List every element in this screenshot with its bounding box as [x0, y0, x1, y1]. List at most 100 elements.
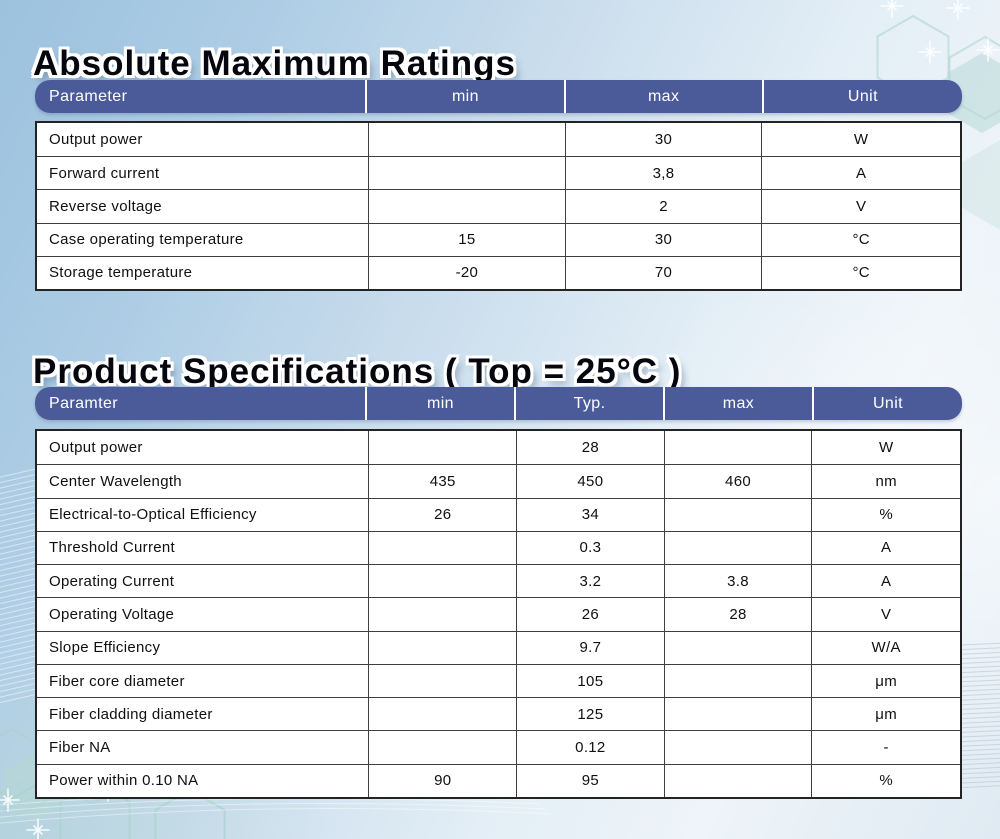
value-cell: 0.3	[516, 531, 664, 565]
parameter-cell: Storage temperature	[49, 264, 193, 282]
parameter-cell: Fiber core diameter	[49, 672, 185, 690]
value-cell: 9.7	[516, 631, 664, 664]
column-header-max: max	[565, 80, 762, 113]
value-cell: 460	[663, 465, 812, 498]
table-header: Paramter min Typ. max Unit	[35, 387, 962, 420]
value-cell	[368, 631, 516, 664]
value-cell	[368, 157, 565, 190]
value-cell: 435	[368, 465, 516, 498]
parameter-cell: Fiber cladding diameter	[49, 705, 213, 723]
value-cell: %	[811, 764, 960, 797]
parameter-cell: Electrical-to-Optical Efficiency	[49, 506, 257, 524]
value-cell	[368, 531, 516, 565]
value-cell: 95	[516, 764, 664, 797]
value-cell: 3.2	[516, 565, 664, 598]
value-cell: W	[811, 431, 960, 465]
value-cell: A	[811, 565, 960, 598]
column-header-paramter: Paramter	[35, 387, 365, 420]
table-header: Parameter min max Unit	[35, 80, 962, 113]
parameter-cell: Slope Efficiency	[49, 639, 161, 657]
value-cell: 26	[516, 598, 664, 631]
section-title: Product Specifications ( Top = 25°C )	[33, 352, 682, 392]
value-cell: °C	[761, 256, 960, 289]
table-row: Case operating temperature 15 30 °C	[37, 222, 960, 256]
table-row: Fiber cladding diameter 125 μm	[37, 697, 960, 731]
value-cell: V	[761, 190, 960, 223]
parameter-cell: Reverse voltage	[49, 197, 162, 215]
value-cell: -20	[368, 256, 565, 289]
table-row: Output power 28 W	[37, 431, 960, 465]
column-header-min: min	[367, 387, 514, 420]
value-cell	[663, 731, 812, 764]
value-cell: 30	[564, 123, 762, 157]
parameter-cell: Power within 0.10 NA	[49, 772, 199, 790]
value-cell: 125	[516, 698, 664, 731]
value-cell: 3,8	[564, 157, 762, 190]
value-cell	[368, 698, 516, 731]
value-cell	[368, 598, 516, 631]
section-title: Absolute Maximum Ratings	[33, 44, 516, 84]
parameter-cell: Output power	[49, 439, 143, 457]
value-cell: 105	[516, 664, 664, 698]
table-row: Slope Efficiency 9.7 W/A	[37, 630, 960, 664]
column-header-typ-: Typ.	[516, 387, 663, 420]
table-row: Output power 30 W	[37, 123, 960, 157]
value-cell: A	[761, 157, 960, 190]
parameter-cell: Operating Voltage	[49, 605, 175, 623]
value-cell	[663, 431, 812, 465]
value-cell: °C	[761, 223, 960, 256]
value-cell: 90	[368, 764, 516, 797]
hexagon-filled-icon	[962, 140, 1000, 230]
value-cell	[368, 431, 516, 465]
value-cell: A	[811, 531, 960, 565]
parameter-cell: Threshold Current	[49, 539, 175, 557]
value-cell: 70	[564, 256, 762, 289]
value-cell: 30	[564, 223, 762, 256]
value-cell: nm	[811, 465, 960, 498]
value-cell	[663, 631, 812, 664]
column-header-unit: Unit	[763, 80, 962, 113]
value-cell	[663, 698, 812, 731]
table-row: Threshold Current 0.3 A	[37, 530, 960, 565]
table-row: Fiber core diameter 105 μm	[37, 663, 960, 698]
value-cell	[368, 123, 565, 157]
parameter-cell: Fiber NA	[49, 739, 111, 757]
value-cell	[368, 731, 516, 764]
column-header-parameter: Parameter	[35, 80, 366, 113]
value-cell: 15	[368, 223, 565, 256]
value-cell	[663, 764, 812, 797]
column-header-max: max	[665, 387, 812, 420]
value-cell: 3.8	[663, 565, 812, 598]
parameter-cell: Operating Current	[49, 572, 175, 590]
value-cell: V	[811, 598, 960, 631]
parameter-cell: Forward current	[49, 164, 160, 182]
parameter-cell: Output power	[49, 131, 143, 149]
table-body: Output power 28 W Center Wavelength 435 450 46…	[35, 429, 962, 799]
table-row: Center Wavelength 435 450 460 nm	[37, 464, 960, 498]
value-cell: 26	[368, 498, 516, 531]
value-cell: %	[811, 498, 960, 531]
table-row: Reverse voltage 2 V	[37, 189, 960, 223]
value-cell: μm	[811, 664, 960, 698]
value-cell	[368, 664, 516, 698]
column-header-min: min	[367, 80, 564, 113]
value-cell: μm	[811, 698, 960, 731]
column-header-unit: Unit	[814, 387, 962, 420]
value-cell: 0.12	[516, 731, 664, 764]
value-cell: W/A	[811, 631, 960, 664]
value-cell	[663, 531, 812, 565]
value-cell: W	[761, 123, 960, 157]
parameter-cell: Center Wavelength	[49, 472, 182, 490]
table-row: Operating Current 3.2 3.8 A	[37, 564, 960, 598]
table-row: Storage temperature -20 70 °C	[37, 255, 960, 289]
table-row: Electrical-to-Optical Efficiency 26 34%	[37, 497, 960, 531]
parameter-cell: Case operating temperature	[49, 231, 244, 249]
table-row: Power within 0.10 NA 90 95%	[37, 763, 960, 797]
table-body: Output power 30 W Forward current 3,8 A Revers…	[35, 121, 962, 291]
value-cell	[368, 565, 516, 598]
table-row: Operating Voltage 26 28 V	[37, 597, 960, 631]
value-cell	[368, 190, 565, 223]
value-cell: 28	[663, 598, 812, 631]
value-cell: 28	[516, 431, 664, 465]
